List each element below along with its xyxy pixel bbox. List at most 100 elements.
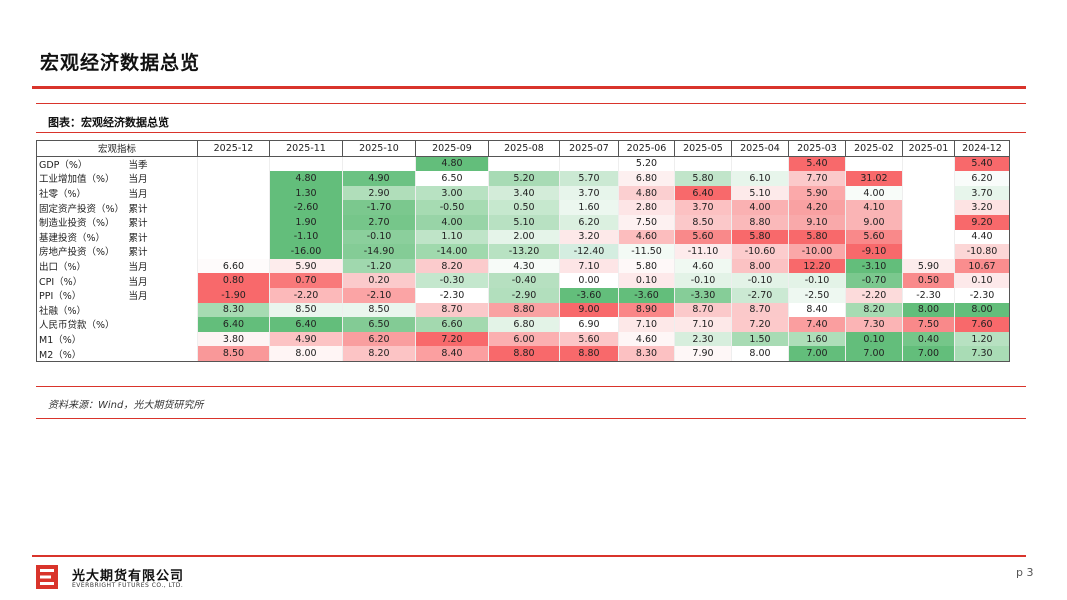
value-cell: 9.20 — [954, 214, 1010, 230]
header-date: 2025-08 — [488, 140, 560, 157]
indicator-name: 社零（%） — [36, 185, 127, 201]
value-cell: 0.00 — [559, 273, 619, 288]
table-row: 社零（%） 当月 1.30 2.90 3.00 3.40 3.70 4.80 6.40 5.10 5… — [36, 185, 1010, 201]
value-cell: 4.80 — [618, 185, 675, 201]
header-date: 2025-05 — [674, 140, 732, 157]
value-cell: 8.30 — [618, 346, 675, 362]
value-cell: -2.30 — [902, 287, 955, 303]
table-header-row: 宏观指标 2025-12 2025-11 2025-10 2025-09 2025-08… — [36, 140, 1010, 157]
value-cell: -0.10 — [731, 273, 789, 288]
value-cell: 4.10 — [845, 200, 903, 215]
value-cell — [902, 171, 955, 186]
value-cell: -1.90 — [197, 287, 270, 303]
value-cell: 31.02 — [845, 171, 903, 186]
value-cell: -10.80 — [954, 244, 1010, 259]
value-cell: 8.50 — [674, 214, 732, 230]
value-cell: 12.20 — [788, 258, 846, 274]
value-cell: 8.00 — [269, 346, 343, 362]
value-cell: 6.40 — [269, 317, 343, 332]
value-cell: 8.20 — [415, 258, 489, 274]
value-cell: 6.80 — [488, 317, 560, 332]
value-cell: 0.10 — [618, 273, 675, 288]
indicator-name: 出口（%） — [36, 258, 127, 274]
value-cell: 8.80 — [488, 346, 560, 362]
indicator-name: 工业增加值（%） — [36, 171, 127, 186]
indicator-frequency — [126, 346, 198, 362]
value-cell: -11.10 — [674, 244, 732, 259]
value-cell: 4.40 — [954, 229, 1010, 245]
value-cell: -2.70 — [731, 287, 789, 303]
indicator-frequency: 当季 — [128, 159, 148, 171]
value-cell: -13.20 — [488, 244, 560, 259]
value-cell: -12.40 — [559, 244, 619, 259]
value-cell: -16.00 — [269, 244, 343, 259]
value-cell: 0.20 — [342, 273, 416, 288]
value-cell: 7.20 — [731, 317, 789, 332]
value-cell — [902, 214, 955, 230]
value-cell — [731, 156, 789, 172]
value-cell — [197, 156, 270, 172]
value-cell: 4.30 — [488, 258, 560, 274]
everbright-logo-icon — [36, 565, 58, 589]
value-cell: 7.70 — [788, 171, 846, 186]
indicator-name: CPI（%） — [36, 273, 127, 288]
table-row: 固定资产投资（%） 累计 -2.60 -1.70 -0.50 0.50 1.60 2.80 3.… — [36, 200, 1010, 215]
value-cell: -14.90 — [342, 244, 416, 259]
value-cell: 5.90 — [902, 258, 955, 274]
value-cell: 6.40 — [674, 185, 732, 201]
value-cell: 3.70 — [674, 200, 732, 215]
value-cell: 5.80 — [788, 229, 846, 245]
value-cell: 6.60 — [197, 258, 270, 274]
value-cell: 8.80 — [488, 302, 560, 318]
value-cell: 6.50 — [342, 317, 416, 332]
table-row: 工业增加值（%） 当月 4.80 4.90 6.50 5.20 5.70 6.80 5.80 6.… — [36, 171, 1010, 186]
value-cell: 4.00 — [845, 185, 903, 201]
value-cell: 7.50 — [902, 317, 955, 332]
value-cell — [269, 156, 343, 172]
value-cell: 10.67 — [954, 258, 1010, 274]
value-cell: 7.40 — [788, 317, 846, 332]
value-cell: -0.40 — [488, 273, 560, 288]
value-cell: 4.80 — [415, 156, 489, 172]
value-cell: 8.20 — [845, 302, 903, 318]
value-cell: -2.20 — [269, 287, 343, 303]
value-cell: 5.60 — [845, 229, 903, 245]
value-cell: 8.80 — [731, 214, 789, 230]
value-cell: 8.20 — [342, 346, 416, 362]
value-cell: 8.50 — [269, 302, 343, 318]
header-date: 2025-07 — [559, 140, 619, 157]
value-cell: 2.80 — [618, 200, 675, 215]
value-cell: -2.50 — [788, 287, 846, 303]
value-cell: -10.60 — [731, 244, 789, 259]
value-cell: 2.00 — [488, 229, 560, 245]
indicator-name: PPI（%） — [36, 287, 127, 303]
value-cell — [197, 229, 270, 245]
value-cell: 5.60 — [559, 331, 619, 347]
value-cell: -1.10 — [269, 229, 343, 245]
table-row: CPI（%） 当月 0.80 0.70 0.20 -0.30 -0.40 0.00 0.10 -0… — [36, 273, 1010, 288]
value-cell: -2.30 — [415, 287, 489, 303]
value-cell: 4.60 — [618, 229, 675, 245]
table-row: 人民币贷款（%） 6.40 6.40 6.50 6.60 6.80 6.90 7.10 7.10… — [36, 317, 1010, 332]
value-cell — [902, 244, 955, 259]
value-cell: 3.20 — [954, 200, 1010, 215]
value-cell: 5.90 — [788, 185, 846, 201]
value-cell: 1.50 — [731, 331, 789, 347]
value-cell: 8.00 — [731, 258, 789, 274]
header-date: 2025-11 — [269, 140, 343, 157]
caption-top-rule — [36, 103, 1026, 104]
value-cell: -3.60 — [618, 287, 675, 303]
table-row: M1（%） 3.80 4.90 6.20 7.20 6.00 5.60 4.60 2.30 1.5… — [36, 331, 1010, 347]
value-cell: 5.10 — [488, 214, 560, 230]
table-row: 出口（%） 当月 6.60 5.90 -1.20 8.20 4.30 7.10 5.80 4.60… — [36, 258, 1010, 274]
indicator-frequency: 当月 — [128, 276, 148, 288]
value-cell: 4.90 — [342, 171, 416, 186]
value-cell — [902, 229, 955, 245]
value-cell: 0.80 — [197, 273, 270, 288]
value-cell: -14.00 — [415, 244, 489, 259]
macro-data-table-container: 宏观指标 2025-12 2025-11 2025-10 2025-09 2025-08… — [36, 140, 1010, 362]
indicator-name: 社融（%） — [36, 302, 127, 318]
table-row: M2（%） 8.50 8.00 8.20 8.40 8.80 8.80 8.30 7.90 8.0… — [36, 346, 1010, 362]
value-cell: -2.90 — [488, 287, 560, 303]
value-cell: -0.70 — [845, 273, 903, 288]
